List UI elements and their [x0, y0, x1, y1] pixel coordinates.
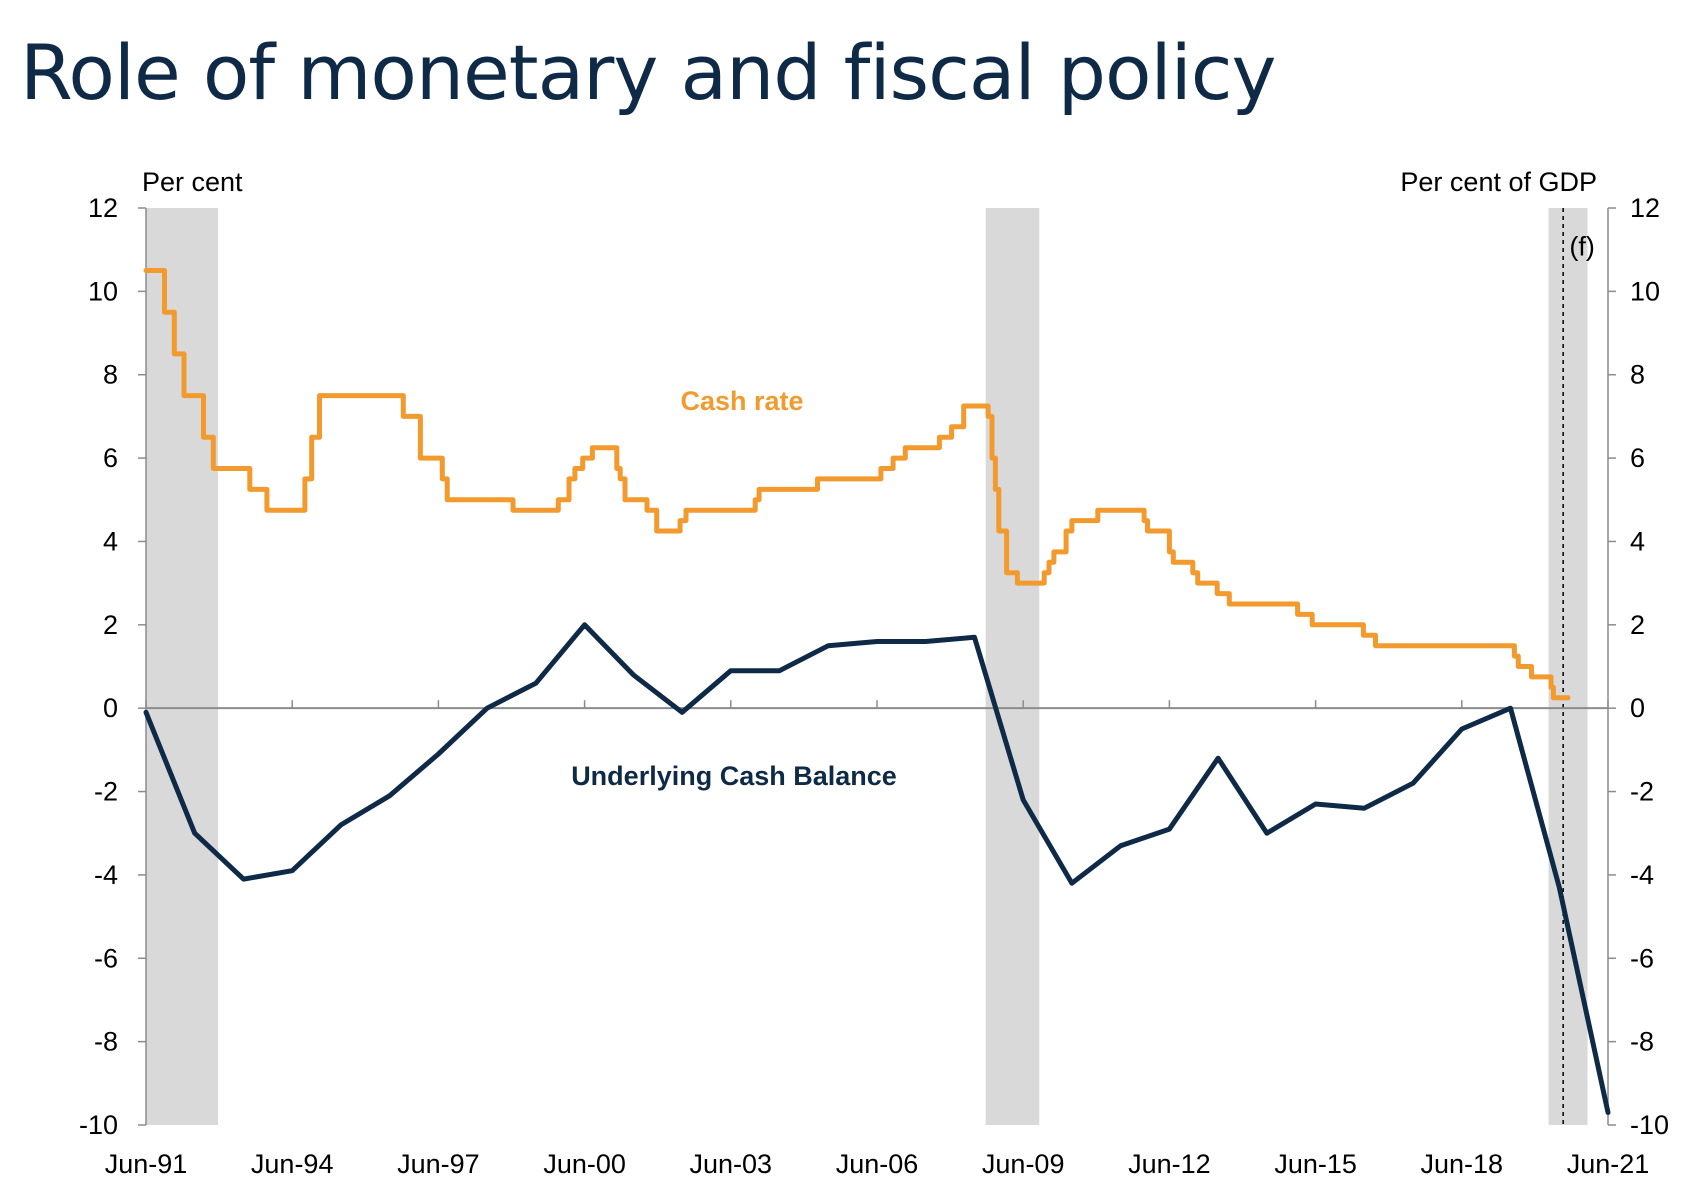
x-tick-label: Jun-94 [251, 1149, 334, 1179]
left-y-tick-label: -4 [94, 860, 118, 890]
right-y-tick-label: -2 [1630, 777, 1654, 807]
axes [138, 207, 1616, 1126]
left-y-tick-label: -8 [94, 1027, 118, 1057]
x-tick-label: Jun-12 [1128, 1149, 1211, 1179]
left-y-tick-label: 0 [103, 693, 118, 723]
right-y-tick-labels: 12 10 8 6 4 2 0 -2 -4 -6 -8 -10 [1630, 193, 1669, 1140]
right-y-tick-label: 12 [1630, 193, 1660, 223]
left-y-tick-label: 10 [88, 276, 118, 306]
page-title: Role of monetary and fiscal policy [20, 28, 1277, 117]
right-y-tick-label: -10 [1630, 1110, 1669, 1140]
left-y-tick-label: -10 [79, 1110, 118, 1140]
x-tick-label: Jun-21 [1567, 1149, 1650, 1179]
left-y-tick-label: -2 [94, 777, 118, 807]
right-y-tick-label: -6 [1630, 943, 1654, 973]
series-lines [143, 268, 1611, 1115]
recession-band-1 [146, 208, 219, 1125]
left-y-tick-label: 4 [103, 526, 118, 556]
left-y-tick-label: 8 [103, 360, 118, 390]
right-y-tick-label: 0 [1630, 693, 1645, 723]
right-axis-unit: Per cent of GDP [1400, 167, 1597, 197]
series-line-cash-rate [143, 268, 1571, 701]
right-y-tick-label: 6 [1630, 443, 1645, 473]
x-tick-label: Jun-15 [1274, 1149, 1357, 1179]
left-y-tick-label: -6 [94, 943, 118, 973]
x-tick-label: Jun-00 [543, 1149, 626, 1179]
recession-bands [146, 208, 1588, 1125]
x-tick-label: Jun-97 [397, 1149, 480, 1179]
right-y-tick-label: -4 [1630, 860, 1654, 890]
left-axis-unit: Per cent [142, 167, 243, 197]
left-y-tick-label: 12 [88, 193, 118, 223]
x-tick-label: Jun-06 [836, 1149, 919, 1179]
x-tick-label: Jun-09 [982, 1149, 1065, 1179]
right-y-tick-label: 2 [1630, 610, 1645, 640]
x-tick-labels: Jun-91 Jun-94 Jun-97 Jun-00 Jun-03 Jun-06 Jun-… [105, 1149, 1650, 1179]
x-tick-label: Jun-03 [690, 1149, 773, 1179]
x-tick-label: Jun-91 [105, 1149, 188, 1179]
x-tick-label: Jun-18 [1421, 1149, 1504, 1179]
left-y-tick-labels: 12 10 8 6 4 2 0 -2 -4 -6 -8 -10 [79, 193, 118, 1140]
series-label-underlying-cash-balance: Underlying Cash Balance [571, 761, 897, 791]
forecast-label: (f) [1569, 232, 1594, 262]
series-line-underlying-cash-balance [143, 622, 1611, 1115]
right-y-tick-label: 8 [1630, 360, 1645, 390]
left-y-tick-label: 2 [103, 610, 118, 640]
right-y-tick-label: 10 [1630, 276, 1660, 306]
series-label-cash-rate: Cash rate [680, 386, 803, 416]
right-y-tick-label: 4 [1630, 526, 1645, 556]
recession-band-3 [1548, 208, 1588, 1125]
recession-band-2 [985, 208, 1040, 1125]
left-y-tick-label: 6 [103, 443, 118, 473]
right-y-tick-label: -8 [1630, 1027, 1654, 1057]
